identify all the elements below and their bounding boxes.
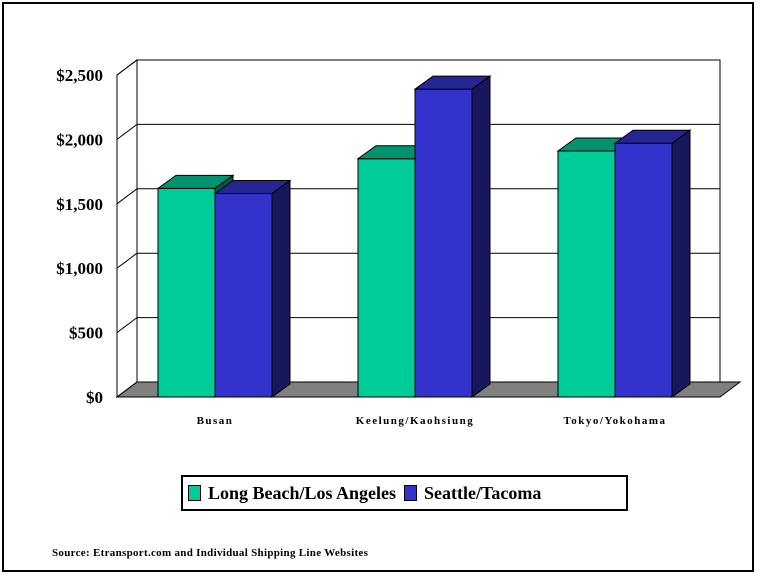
legend-swatch-seattle <box>404 485 418 501</box>
y-tick-label: $2,500 <box>56 66 103 85</box>
legend-swatch-long-beach <box>188 485 201 501</box>
y-tick-label: $1,500 <box>56 195 103 214</box>
y-tick-label: $0 <box>86 388 103 407</box>
bar-side <box>671 129 691 398</box>
bar-front <box>557 150 616 398</box>
gridline-side <box>116 317 138 334</box>
bar-front <box>614 142 673 398</box>
chart-left-wall <box>116 59 138 398</box>
gridline-side <box>116 252 138 269</box>
source-note: Source: Etransport.com and Individual Sh… <box>52 547 369 559</box>
x-tick-label: Busan <box>197 415 234 427</box>
bar-side <box>271 179 291 398</box>
y-tick-label: $500 <box>69 324 103 343</box>
legend-label-seattle: Seattle/Tacoma <box>424 482 542 503</box>
chart-frame: $0 $500 $1,000 $1,500 $2,000 $2,500 Busan Keelu… <box>2 2 754 572</box>
gridline-side <box>116 188 138 205</box>
legend-entry-long-beach: Long Beach/Los Angeles <box>188 483 396 504</box>
legend-label-long-beach: Long Beach/Los Angeles <box>208 482 397 503</box>
bar-front <box>357 158 416 398</box>
bar-front <box>414 88 473 398</box>
x-tick-label: Keelung/Kaohsiung <box>356 415 474 427</box>
chart-legend: Long Beach/Los Angeles Seattle/Tacoma <box>181 475 628 511</box>
bar-front <box>157 187 216 398</box>
gridline-side <box>116 59 138 76</box>
x-tick-label: Tokyo/Yokohama <box>563 415 666 427</box>
gridline-side <box>116 124 138 140</box>
y-tick-label: $2,000 <box>56 130 103 149</box>
legend-entry-seattle: Seattle/Tacoma <box>404 483 541 504</box>
y-tick-label: $1,000 <box>56 259 103 278</box>
chart-plot: $0 $500 $1,000 $1,500 $2,000 $2,500 Busan Keelu… <box>56 59 742 427</box>
bar-side <box>471 75 491 398</box>
bar-front <box>214 192 273 398</box>
